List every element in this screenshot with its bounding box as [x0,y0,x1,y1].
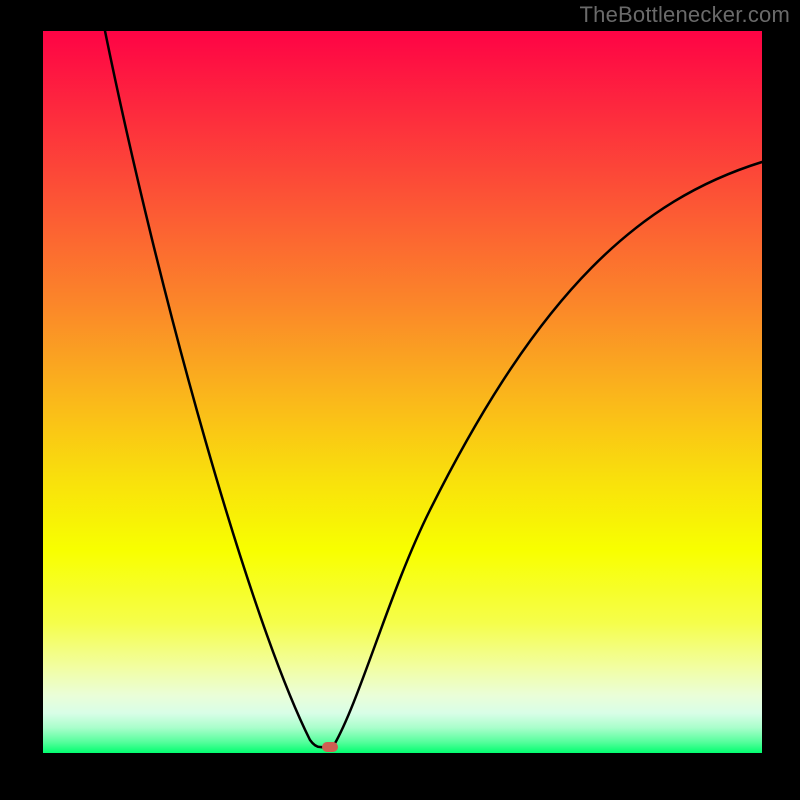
plot-background [43,31,762,753]
bottleneck-chart [0,0,800,800]
bottleneck-marker [322,742,338,752]
watermark-text: TheBottlenecker.com [580,2,790,28]
chart-container: TheBottlenecker.com [0,0,800,800]
